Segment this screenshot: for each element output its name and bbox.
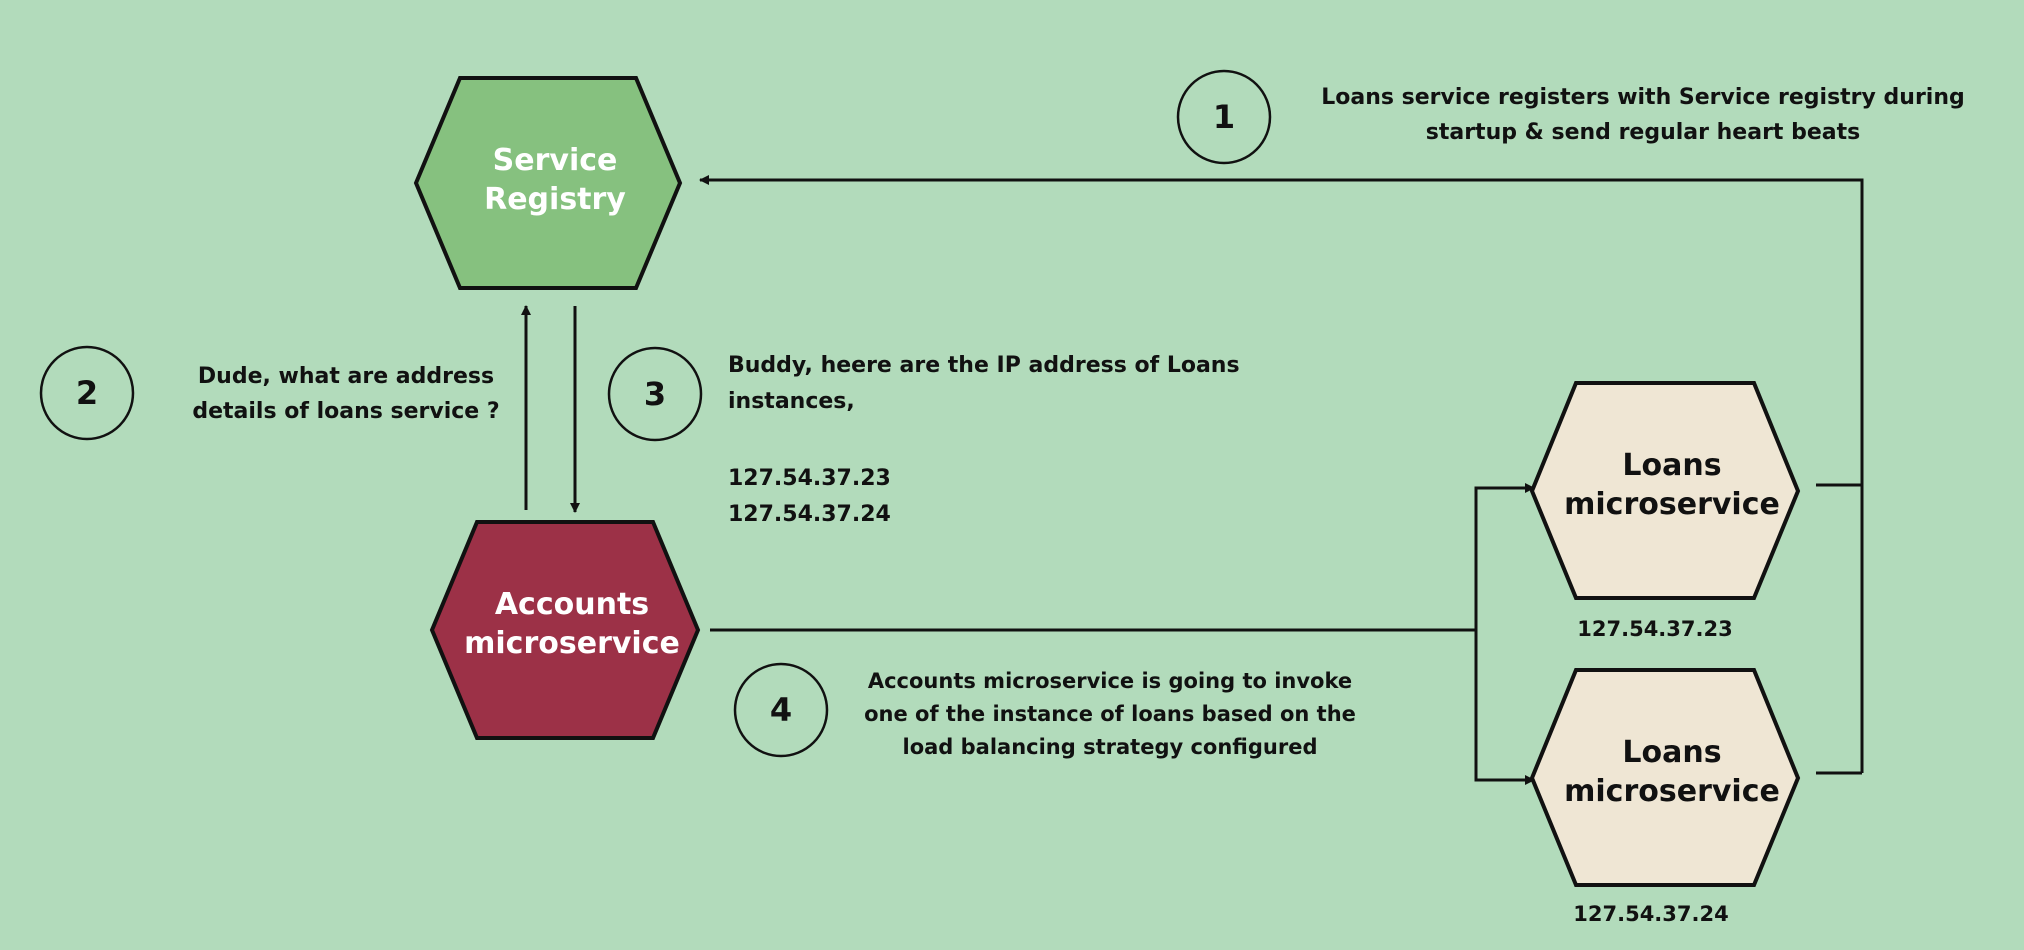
step-3-ip-2: 127.54.37.24 (728, 502, 891, 527)
accounts-label-line1: Accounts (495, 587, 649, 622)
step-1-number: 1 (1213, 98, 1235, 136)
step-3-text-line1: Buddy, heere are the IP address of Loans (728, 353, 1240, 378)
accounts-label-line2: microservice (464, 626, 680, 661)
step-4-number: 4 (770, 691, 792, 729)
step-3-circle (607, 346, 703, 442)
loans-1-label-line1: Loans (1622, 448, 1721, 483)
step-4-circle (733, 662, 829, 758)
step-2-text-line1: Dude, what are address (198, 364, 494, 389)
invoke-arrow-loans-1 (1474, 483, 1535, 780)
step-4-text-line2: one of the instance of loans based on th… (864, 702, 1356, 726)
step-3-text-line2: instances, (728, 389, 855, 414)
service-registry-hexagon (413, 76, 683, 290)
loans-1-label-line2: microservice (1564, 487, 1780, 522)
loans-microservice-2-hexagon (1529, 668, 1801, 887)
loans-1-ip: 127.54.37.23 (1577, 617, 1732, 641)
step-4-text-line1: Accounts microservice is going to invoke (868, 669, 1352, 693)
invoke-arrow-loans-2 (1474, 630, 1535, 785)
loans-2-label-line1: Loans (1622, 735, 1721, 770)
step-1-text-line2: startup & send regular heart beats (1426, 120, 1860, 145)
step-2-text-line2: details of loans service ? (192, 399, 499, 424)
step-1-circle (1176, 69, 1272, 165)
loans-microservice-1-hexagon (1529, 381, 1801, 600)
step-3-number: 3 (644, 375, 666, 413)
accounts-microservice-hexagon (429, 520, 701, 740)
step-1-text-line1: Loans service registers with Service reg… (1321, 85, 1965, 110)
registration-arrow (699, 175, 1864, 773)
service-registry-label-line1: Service (493, 143, 618, 178)
step-4-text-line3: load balancing strategy configured (903, 735, 1318, 759)
step-3-ip-1: 127.54.37.23 (728, 466, 891, 491)
loans-2-ip: 127.54.37.24 (1573, 902, 1728, 926)
loans-2-label-line2: microservice (1564, 774, 1780, 809)
service-registry-label-line2: Registry (484, 182, 626, 217)
step-2-circle (39, 345, 135, 441)
step-2-number: 2 (76, 374, 98, 412)
